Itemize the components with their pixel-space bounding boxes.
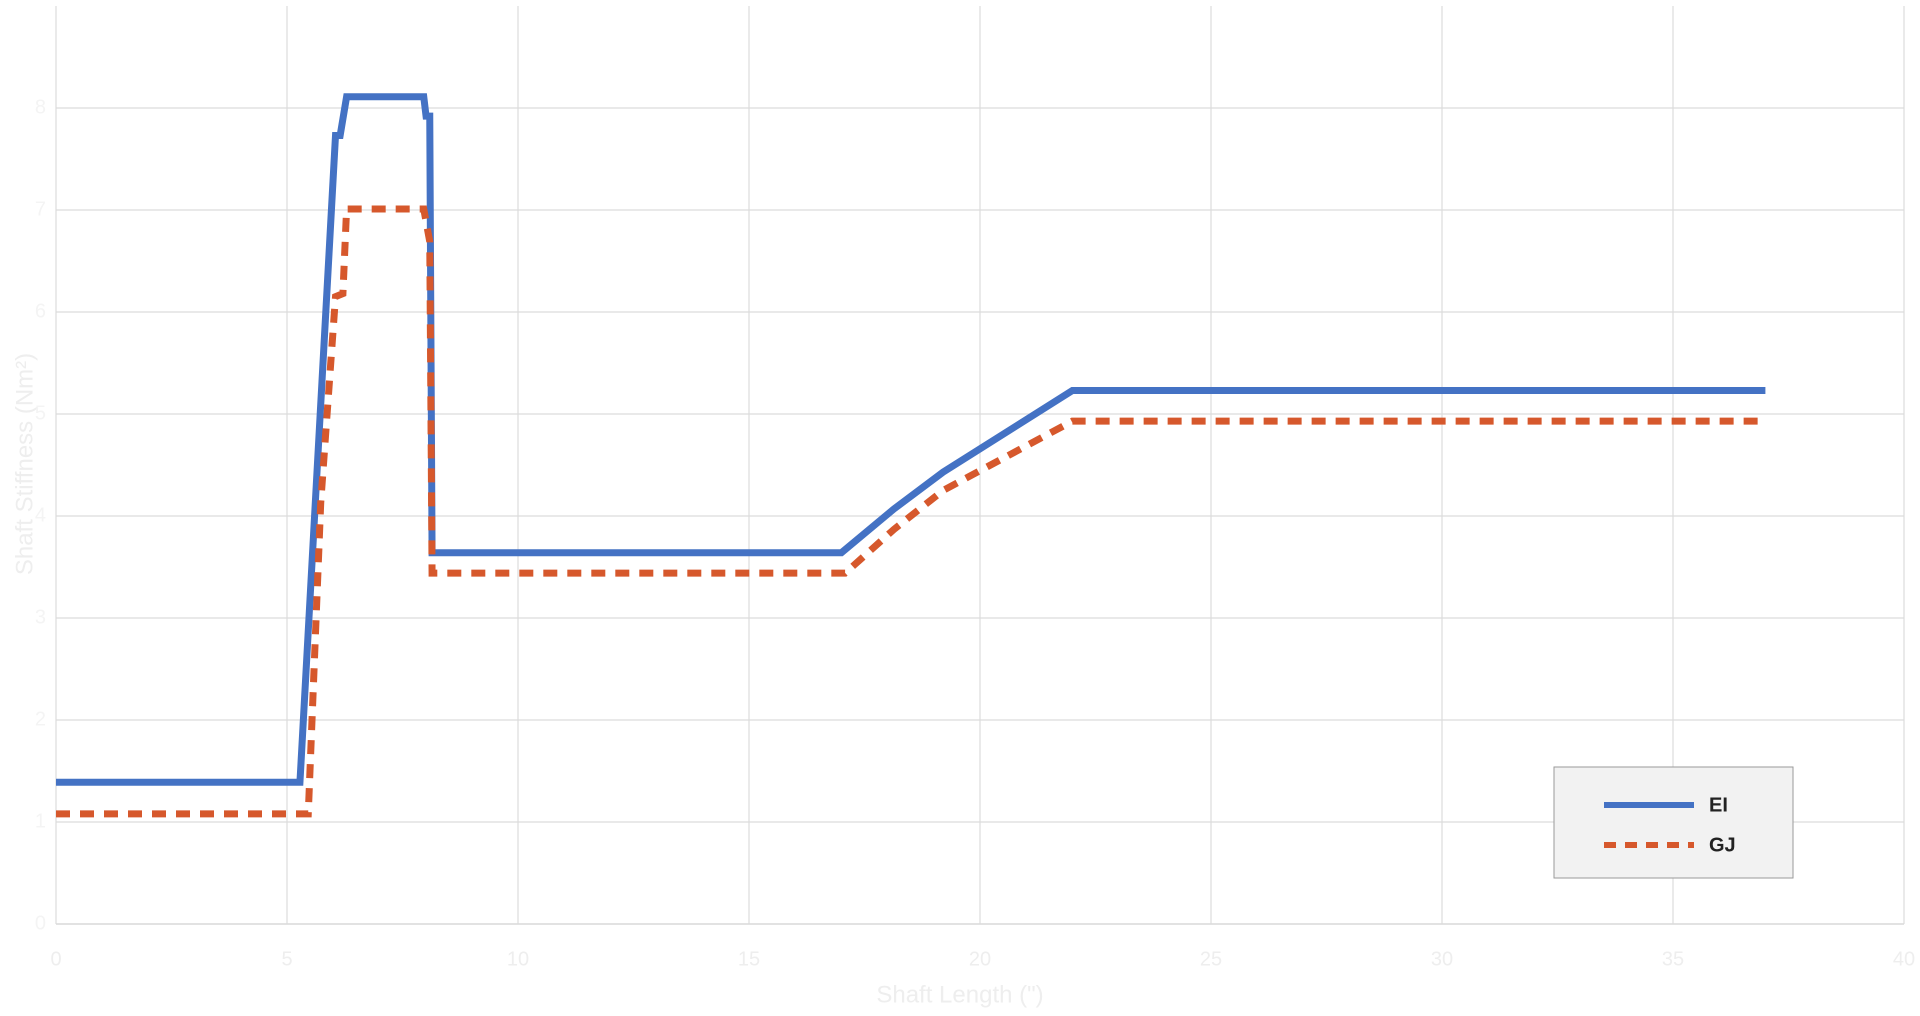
legend: EI GJ	[1553, 766, 1794, 879]
y-tick-label: 3	[35, 606, 46, 628]
y-tick-label: 2	[35, 708, 46, 730]
x-tick-label: 30	[1431, 948, 1453, 970]
legend-label: EI	[1709, 794, 1728, 816]
x-tick-label: 35	[1662, 948, 1684, 970]
x-tick-label: 5	[281, 948, 292, 970]
x-tick-label: 10	[507, 948, 529, 970]
series-line	[56, 93, 1766, 786]
y-tick-label: 4	[35, 504, 46, 526]
legend-box	[1553, 766, 1794, 879]
x-tick-label: 40	[1893, 948, 1915, 970]
y-axis-label: Shaft Stiffness (Nm²)	[11, 353, 38, 575]
y-tick-label: 5	[35, 402, 46, 424]
y-tick-label: 7	[35, 198, 46, 220]
x-tick-label: 20	[969, 948, 991, 970]
y-tick-label: 0	[35, 912, 46, 934]
series-line	[56, 205, 1766, 818]
y-tick-label: 1	[35, 810, 46, 832]
legend-label: GJ	[1709, 834, 1736, 856]
x-axis-label: Shaft Length (")	[876, 981, 1043, 1008]
x-tick-label: 15	[738, 948, 760, 970]
x-tick-label: 25	[1200, 948, 1222, 970]
x-tick-label: 0	[50, 948, 61, 970]
y-tick-label: 8	[35, 96, 46, 118]
y-tick-label: 6	[35, 300, 46, 322]
